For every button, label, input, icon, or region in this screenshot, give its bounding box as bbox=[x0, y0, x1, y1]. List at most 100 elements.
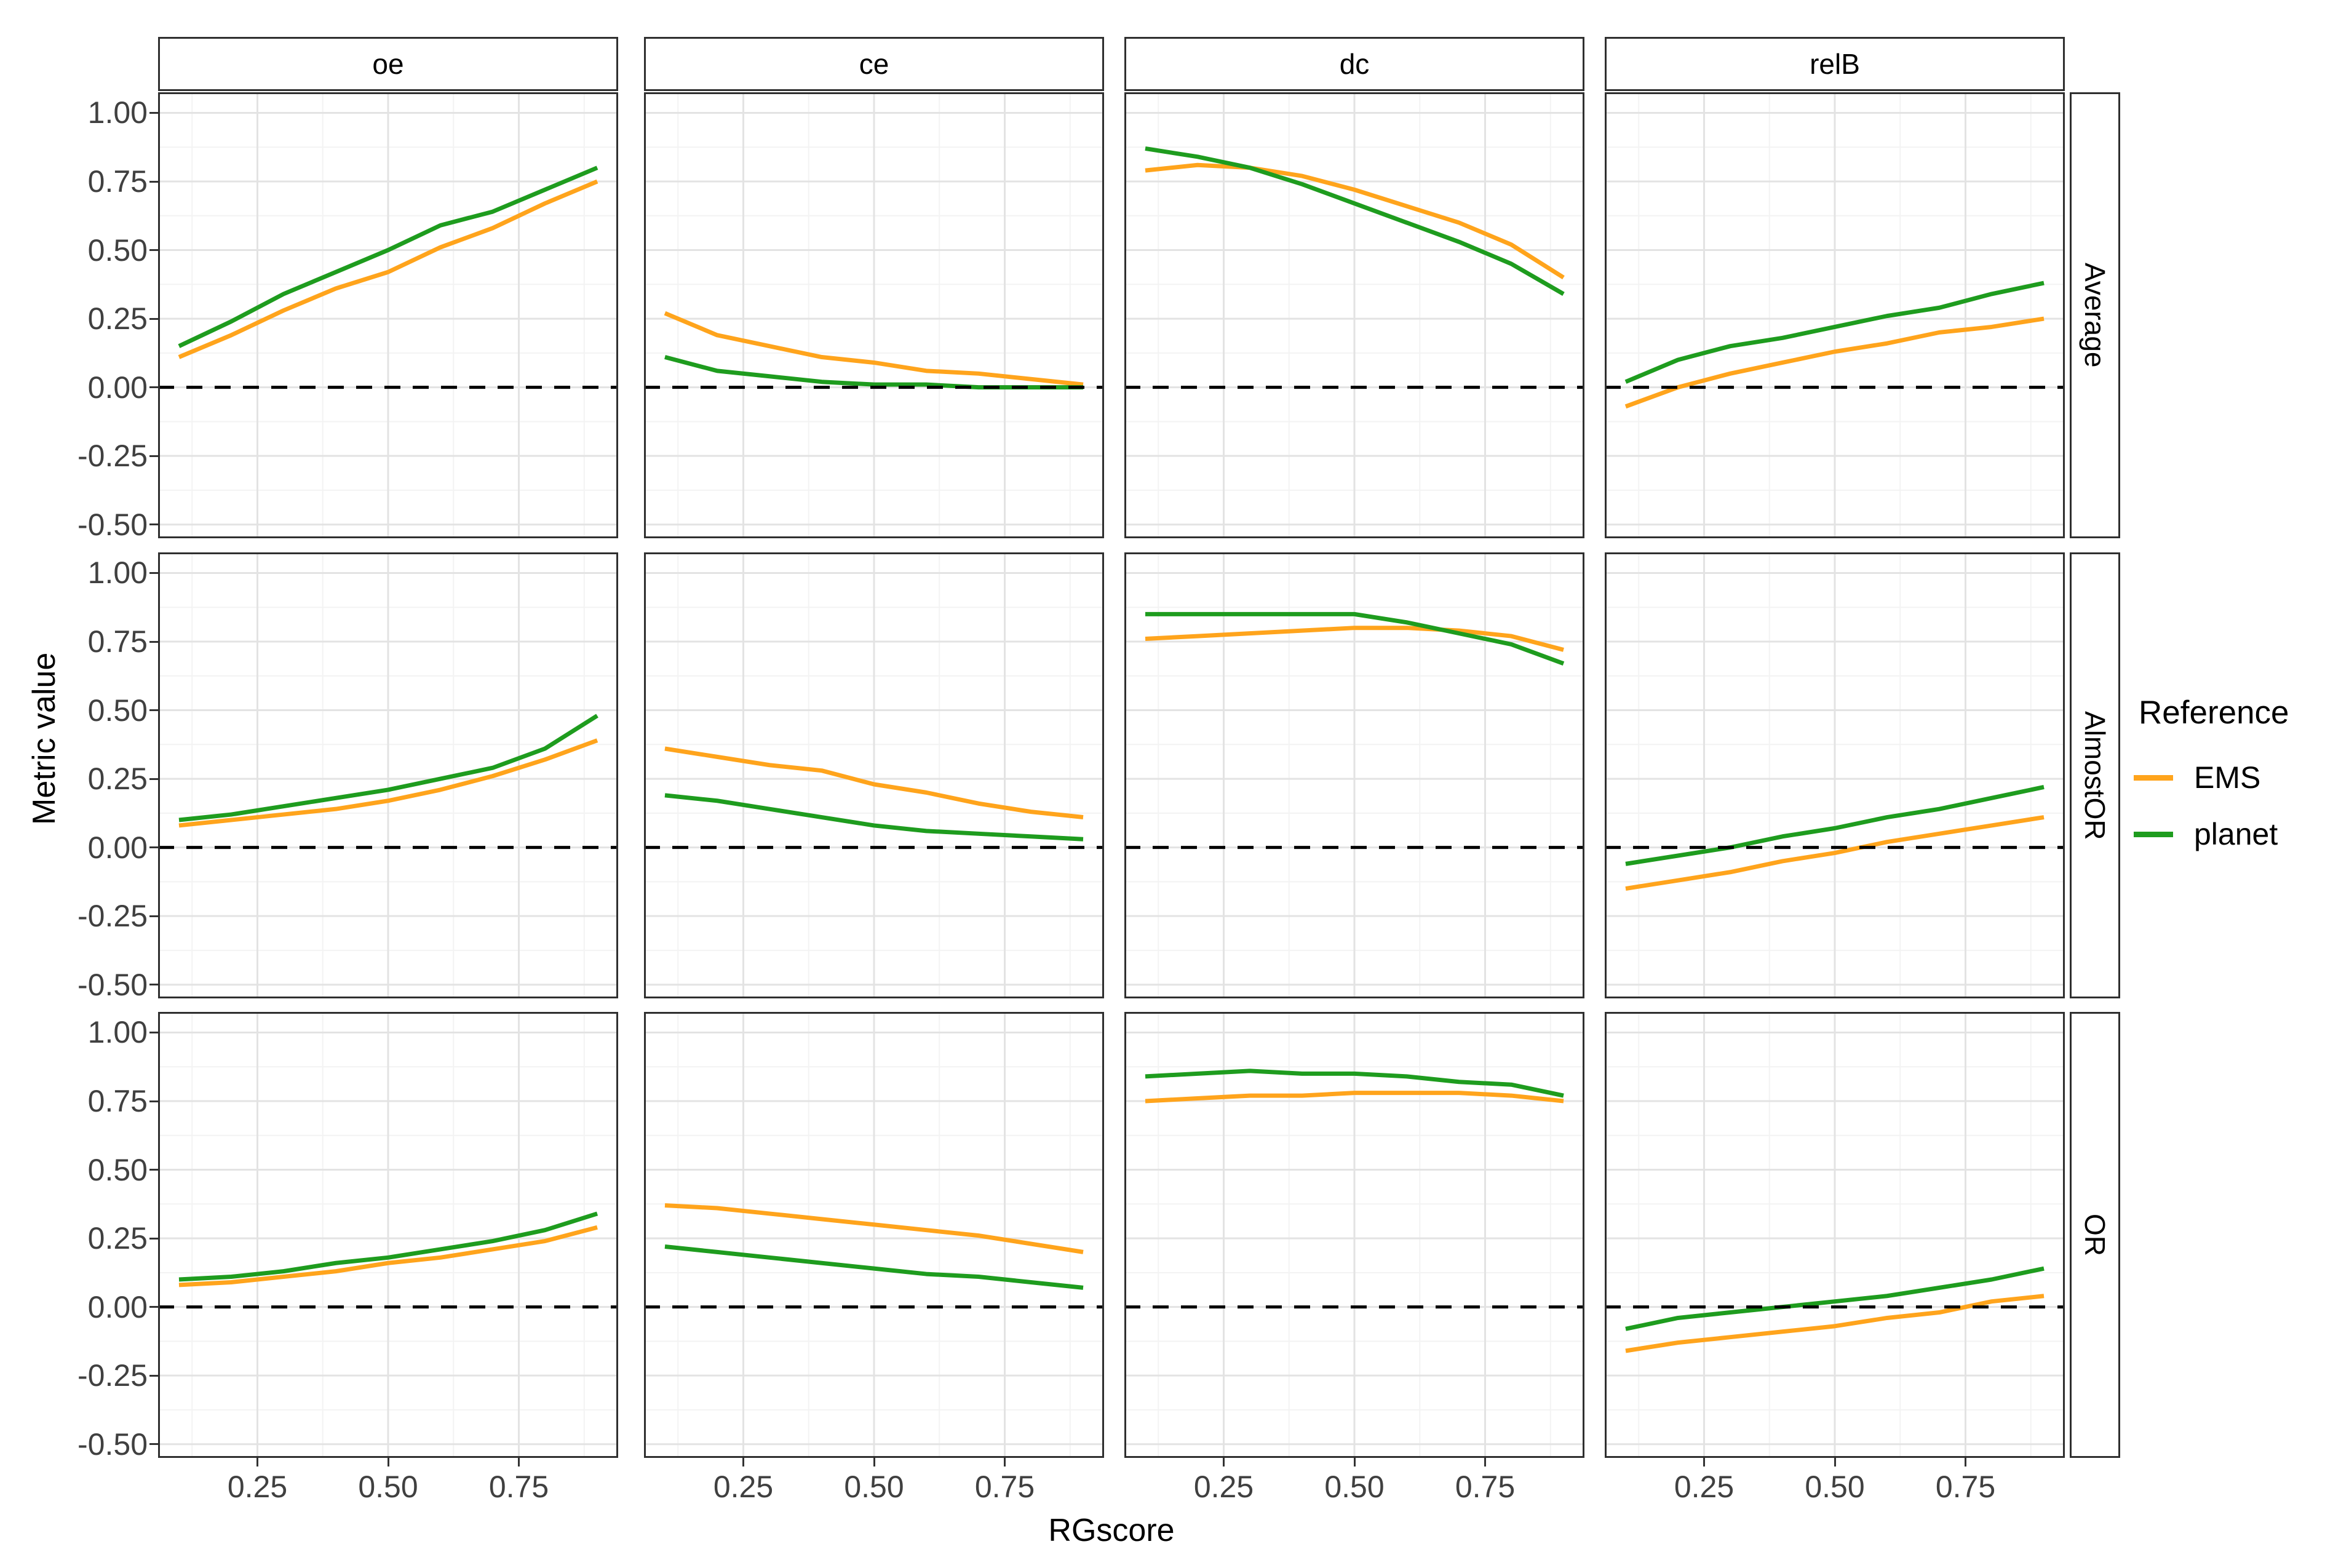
x-tick-mark bbox=[1834, 1458, 1836, 1467]
y-tick-mark bbox=[149, 778, 158, 780]
panel-border bbox=[644, 1012, 1104, 1458]
x-tick-mark bbox=[518, 1458, 520, 1467]
y-tick-mark bbox=[149, 846, 158, 849]
panel-border bbox=[1124, 552, 1584, 998]
series-line-ems-dc-Average bbox=[1145, 162, 1565, 280]
facet-column-label: dc bbox=[1339, 48, 1370, 80]
series-line-ems-ce-OR bbox=[664, 1203, 1084, 1254]
x-tick-mark bbox=[256, 1458, 258, 1467]
y-tick-label: 0.00 bbox=[87, 830, 148, 865]
y-tick-mark bbox=[149, 180, 158, 183]
facet-row-label: AlmostOR bbox=[2079, 710, 2111, 840]
facet-panel-Average-dc bbox=[1124, 92, 1584, 538]
y-tick-label: 0.50 bbox=[87, 693, 148, 728]
y-tick-label: 0.75 bbox=[87, 624, 148, 659]
panel-border bbox=[1605, 92, 2065, 538]
y-tick-label: 0.50 bbox=[87, 1152, 148, 1187]
x-tick-label: 0.25 bbox=[713, 1470, 774, 1504]
y-tick-mark bbox=[149, 1100, 158, 1102]
y-tick-mark bbox=[149, 915, 158, 917]
y-tick-label: 0.00 bbox=[87, 370, 148, 405]
x-tick-label: 0.25 bbox=[1674, 1470, 1735, 1504]
y-tick-mark bbox=[149, 571, 158, 574]
panel-border bbox=[158, 92, 618, 538]
y-tick-mark bbox=[149, 455, 158, 457]
ems-line-swatch bbox=[2134, 774, 2173, 781]
planet-line-swatch bbox=[2134, 831, 2173, 837]
facet-row-strip-Average: Average bbox=[2070, 92, 2120, 538]
y-tick-mark bbox=[149, 111, 158, 114]
series-line-planet-oe-OR bbox=[178, 1211, 598, 1282]
x-tick-label: 0.25 bbox=[1193, 1470, 1254, 1504]
facet-panel-OR-dc bbox=[1124, 1012, 1584, 1458]
facet-column-strip-relB: relB bbox=[1605, 37, 2065, 91]
y-tick-mark bbox=[149, 984, 158, 986]
facet-column-strip-dc: dc bbox=[1124, 37, 1584, 91]
y-tick-label: -0.50 bbox=[78, 507, 148, 542]
series-line-planet-dc-Average bbox=[1145, 146, 1565, 296]
y-tick-mark bbox=[149, 1237, 158, 1240]
series-line-ems-oe-Average bbox=[178, 179, 598, 359]
y-tick-mark bbox=[149, 523, 158, 526]
x-tick-label: 0.75 bbox=[974, 1470, 1035, 1504]
y-tick-label: -0.50 bbox=[78, 967, 148, 1002]
y-tick-label: 1.00 bbox=[87, 555, 148, 591]
panel-border bbox=[1605, 1012, 2065, 1458]
y-tick-mark bbox=[149, 709, 158, 712]
facet-panel-Average-relB bbox=[1605, 92, 2065, 538]
y-tick-label: 0.25 bbox=[87, 301, 148, 336]
x-tick-label: 0.50 bbox=[844, 1470, 904, 1504]
y-tick-label: 0.25 bbox=[87, 1221, 148, 1256]
facet-panel-AlmostOR-dc bbox=[1124, 552, 1584, 998]
series-line-ems-relB-OR bbox=[1625, 1294, 2045, 1353]
facet-column-label: ce bbox=[859, 48, 889, 80]
y-tick-label: -0.50 bbox=[78, 1427, 148, 1462]
series-line-planet-oe-AlmostOR bbox=[178, 714, 598, 822]
y-tick-label: -0.25 bbox=[78, 899, 148, 934]
facet-row-strip-OR: OR bbox=[2070, 1012, 2120, 1458]
legend-item-label-planet: planet bbox=[2194, 817, 2278, 851]
x-tick-label: 0.25 bbox=[227, 1470, 288, 1504]
y-tick-mark bbox=[149, 1443, 158, 1446]
x-tick-mark bbox=[873, 1458, 875, 1467]
panel-border bbox=[644, 92, 1104, 538]
x-axis-title: RGscore bbox=[1048, 1513, 1175, 1548]
panel-border bbox=[158, 1012, 618, 1458]
y-tick-label: 1.00 bbox=[87, 95, 148, 130]
panel-border bbox=[1124, 92, 1584, 538]
facet-panel-OR-relB bbox=[1605, 1012, 2065, 1458]
y-tick-mark bbox=[149, 1169, 158, 1171]
y-tick-label: 0.75 bbox=[87, 1084, 148, 1118]
facet-panel-OR-oe bbox=[158, 1012, 618, 1458]
y-tick-mark bbox=[149, 249, 158, 252]
panel-border bbox=[1605, 552, 2065, 998]
facet-column-strip-ce: ce bbox=[644, 37, 1104, 91]
x-tick-mark bbox=[387, 1458, 389, 1467]
x-tick-mark bbox=[1004, 1458, 1006, 1467]
series-line-ems-relB-AlmostOR bbox=[1625, 815, 2045, 891]
x-tick-mark bbox=[742, 1458, 744, 1467]
legend-item-label-ems: EMS bbox=[2194, 760, 2261, 795]
series-line-planet-relB-AlmostOR bbox=[1625, 785, 2045, 866]
series-line-ems-relB-Average bbox=[1624, 316, 2045, 409]
series-line-planet-relB-OR bbox=[1625, 1266, 2045, 1331]
y-tick-label: -0.25 bbox=[78, 439, 148, 474]
y-tick-label: 0.50 bbox=[87, 233, 148, 268]
x-tick-label: 0.50 bbox=[358, 1470, 418, 1504]
facet-row-strip-AlmostOR: AlmostOR bbox=[2070, 552, 2120, 998]
series-line-planet-oe-Average bbox=[178, 165, 598, 348]
x-tick-mark bbox=[1703, 1458, 1705, 1467]
x-tick-mark bbox=[1353, 1458, 1356, 1467]
legend: Reference EMS planet bbox=[2125, 694, 2322, 873]
x-tick-label: 0.75 bbox=[1455, 1470, 1516, 1504]
y-tick-mark bbox=[149, 1306, 158, 1308]
legend-item-ems: EMS bbox=[2134, 760, 2322, 795]
series-line-planet-ce-OR bbox=[664, 1244, 1084, 1290]
series-line-ems-dc-AlmostOR bbox=[1145, 626, 1564, 652]
y-tick-mark bbox=[149, 640, 158, 643]
panel-border bbox=[1124, 1012, 1584, 1458]
x-tick-mark bbox=[1484, 1458, 1486, 1467]
series-line-planet-relB-Average bbox=[1624, 281, 2045, 384]
y-tick-mark bbox=[149, 386, 158, 389]
facet-panel-AlmostOR-ce bbox=[644, 552, 1104, 998]
